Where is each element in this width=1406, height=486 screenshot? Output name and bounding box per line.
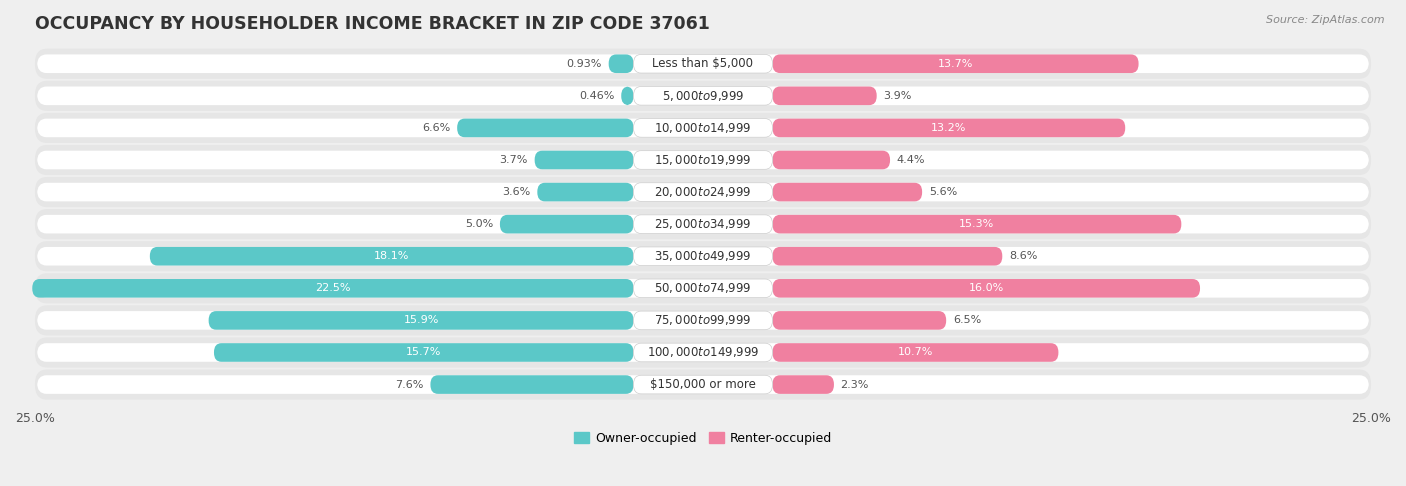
Text: 3.7%: 3.7% xyxy=(499,155,529,165)
FancyBboxPatch shape xyxy=(37,215,1369,233)
FancyBboxPatch shape xyxy=(772,375,834,394)
Text: 13.2%: 13.2% xyxy=(931,123,966,133)
Text: 5.6%: 5.6% xyxy=(929,187,957,197)
FancyBboxPatch shape xyxy=(621,87,634,105)
Text: 18.1%: 18.1% xyxy=(374,251,409,261)
FancyBboxPatch shape xyxy=(634,87,772,105)
Text: $35,000 to $49,999: $35,000 to $49,999 xyxy=(654,249,752,263)
Text: 13.7%: 13.7% xyxy=(938,59,973,69)
FancyBboxPatch shape xyxy=(772,151,890,169)
FancyBboxPatch shape xyxy=(35,241,1371,271)
FancyBboxPatch shape xyxy=(634,215,772,233)
Text: 4.4%: 4.4% xyxy=(897,155,925,165)
FancyBboxPatch shape xyxy=(634,119,772,137)
FancyBboxPatch shape xyxy=(35,145,1371,175)
FancyBboxPatch shape xyxy=(772,279,1201,297)
FancyBboxPatch shape xyxy=(37,87,1369,105)
Text: 5.0%: 5.0% xyxy=(465,219,494,229)
FancyBboxPatch shape xyxy=(35,113,1371,143)
FancyBboxPatch shape xyxy=(35,369,1371,399)
Text: $15,000 to $19,999: $15,000 to $19,999 xyxy=(654,153,752,167)
FancyBboxPatch shape xyxy=(35,49,1371,79)
FancyBboxPatch shape xyxy=(772,183,922,201)
FancyBboxPatch shape xyxy=(35,81,1371,111)
FancyBboxPatch shape xyxy=(772,119,1125,137)
Text: 8.6%: 8.6% xyxy=(1010,251,1038,261)
Text: $100,000 to $149,999: $100,000 to $149,999 xyxy=(647,346,759,360)
FancyBboxPatch shape xyxy=(772,54,1139,73)
Text: 15.7%: 15.7% xyxy=(406,347,441,358)
Text: 3.9%: 3.9% xyxy=(883,91,911,101)
FancyBboxPatch shape xyxy=(37,311,1369,330)
FancyBboxPatch shape xyxy=(208,311,634,330)
FancyBboxPatch shape xyxy=(772,311,946,330)
Text: $5,000 to $9,999: $5,000 to $9,999 xyxy=(662,89,744,103)
FancyBboxPatch shape xyxy=(634,54,772,73)
Text: $10,000 to $14,999: $10,000 to $14,999 xyxy=(654,121,752,135)
FancyBboxPatch shape xyxy=(214,343,634,362)
FancyBboxPatch shape xyxy=(537,183,634,201)
Text: 10.7%: 10.7% xyxy=(898,347,934,358)
Legend: Owner-occupied, Renter-occupied: Owner-occupied, Renter-occupied xyxy=(568,427,838,450)
Text: 7.6%: 7.6% xyxy=(395,380,423,390)
FancyBboxPatch shape xyxy=(37,119,1369,137)
Text: 3.6%: 3.6% xyxy=(502,187,530,197)
FancyBboxPatch shape xyxy=(457,119,634,137)
FancyBboxPatch shape xyxy=(609,54,634,73)
Text: Less than $5,000: Less than $5,000 xyxy=(652,57,754,70)
FancyBboxPatch shape xyxy=(37,151,1369,169)
FancyBboxPatch shape xyxy=(772,247,1002,265)
FancyBboxPatch shape xyxy=(634,279,772,297)
Text: $25,000 to $34,999: $25,000 to $34,999 xyxy=(654,217,752,231)
FancyBboxPatch shape xyxy=(772,343,1059,362)
FancyBboxPatch shape xyxy=(35,337,1371,367)
FancyBboxPatch shape xyxy=(37,247,1369,265)
FancyBboxPatch shape xyxy=(501,215,634,233)
Text: Source: ZipAtlas.com: Source: ZipAtlas.com xyxy=(1267,15,1385,25)
Text: 6.6%: 6.6% xyxy=(422,123,450,133)
Text: 0.93%: 0.93% xyxy=(567,59,602,69)
FancyBboxPatch shape xyxy=(37,183,1369,201)
Text: $75,000 to $99,999: $75,000 to $99,999 xyxy=(654,313,752,328)
FancyBboxPatch shape xyxy=(534,151,634,169)
FancyBboxPatch shape xyxy=(772,215,1181,233)
Text: 15.3%: 15.3% xyxy=(959,219,994,229)
FancyBboxPatch shape xyxy=(37,54,1369,73)
Text: $20,000 to $24,999: $20,000 to $24,999 xyxy=(654,185,752,199)
Text: 2.3%: 2.3% xyxy=(841,380,869,390)
Text: 16.0%: 16.0% xyxy=(969,283,1004,294)
FancyBboxPatch shape xyxy=(634,311,772,330)
FancyBboxPatch shape xyxy=(37,375,1369,394)
Text: $50,000 to $74,999: $50,000 to $74,999 xyxy=(654,281,752,295)
Text: 22.5%: 22.5% xyxy=(315,283,350,294)
FancyBboxPatch shape xyxy=(35,177,1371,207)
FancyBboxPatch shape xyxy=(35,273,1371,303)
FancyBboxPatch shape xyxy=(634,151,772,169)
FancyBboxPatch shape xyxy=(772,87,877,105)
FancyBboxPatch shape xyxy=(32,279,634,297)
Text: 6.5%: 6.5% xyxy=(953,315,981,326)
FancyBboxPatch shape xyxy=(634,183,772,201)
FancyBboxPatch shape xyxy=(37,343,1369,362)
Text: 0.46%: 0.46% xyxy=(579,91,614,101)
FancyBboxPatch shape xyxy=(634,247,772,265)
FancyBboxPatch shape xyxy=(37,279,1369,297)
FancyBboxPatch shape xyxy=(430,375,634,394)
Text: OCCUPANCY BY HOUSEHOLDER INCOME BRACKET IN ZIP CODE 37061: OCCUPANCY BY HOUSEHOLDER INCOME BRACKET … xyxy=(35,15,710,33)
FancyBboxPatch shape xyxy=(634,343,772,362)
Text: 15.9%: 15.9% xyxy=(404,315,439,326)
FancyBboxPatch shape xyxy=(35,209,1371,239)
Text: $150,000 or more: $150,000 or more xyxy=(650,378,756,391)
FancyBboxPatch shape xyxy=(150,247,634,265)
FancyBboxPatch shape xyxy=(35,305,1371,335)
FancyBboxPatch shape xyxy=(634,375,772,394)
